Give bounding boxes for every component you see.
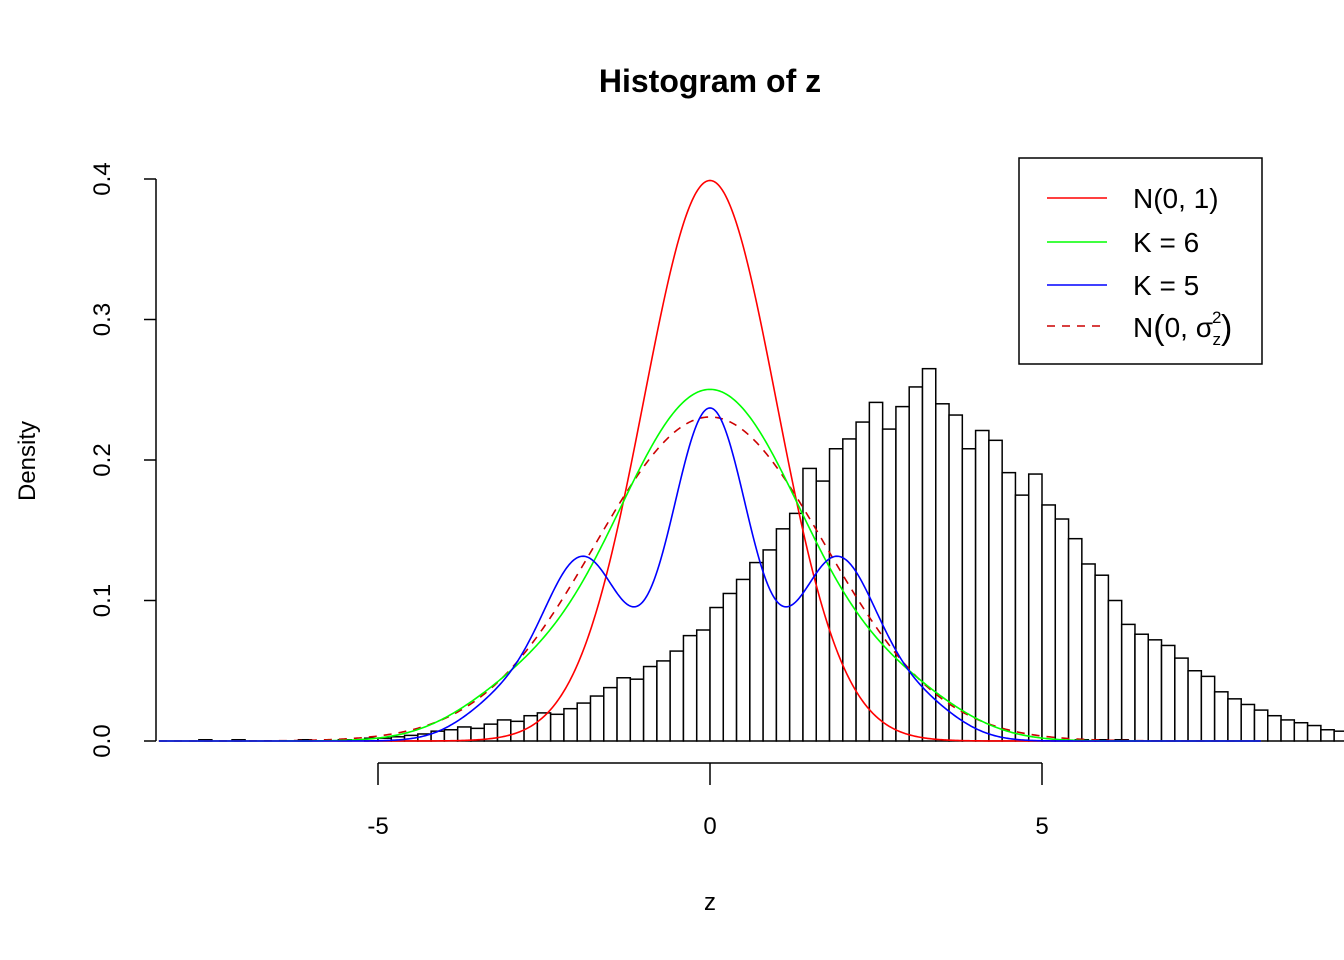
- histogram-bars: [198, 367, 1344, 742]
- histogram-bar: [749, 561, 764, 742]
- histogram-bar: [629, 678, 645, 742]
- legend-label-k6: K = 6: [1133, 227, 1199, 258]
- x-tick-label: 0: [703, 813, 716, 840]
- histogram-bar: [1001, 471, 1017, 742]
- histogram-bar: [908, 386, 924, 742]
- legend-label-normal-sigma: N(0, σ2 z): [1133, 308, 1232, 349]
- y-tick-label: 0.4: [89, 162, 116, 195]
- density-curves: [158, 179, 1262, 742]
- histogram-bar: [443, 729, 459, 742]
- legend-label-prefix: N: [1133, 312, 1153, 343]
- histogram-bar: [603, 686, 618, 742]
- histogram-bar: [1280, 719, 1296, 742]
- histogram-bar: [1134, 633, 1149, 742]
- histogram-bar: [616, 677, 632, 742]
- histogram-bar: [1081, 563, 1096, 742]
- histogram-bar: [1041, 504, 1057, 742]
- histogram-bar: [1094, 574, 1110, 742]
- x-tick-label: 5: [1035, 813, 1048, 840]
- histogram-bar: [842, 438, 857, 742]
- legend-label-sup: 2: [1212, 308, 1221, 327]
- histogram-bar: [1120, 623, 1136, 742]
- histogram-bar: [642, 665, 658, 742]
- histogram-bar: [1027, 473, 1043, 742]
- histogram-bar: [1333, 730, 1344, 742]
- histogram-bar: [1293, 721, 1309, 742]
- x-axis: -5 0 5: [367, 762, 1049, 840]
- x-axis-label: z: [704, 889, 716, 916]
- legend-label-normal: N(0, 1): [1133, 183, 1219, 214]
- x-tick-label: -5: [367, 813, 388, 840]
- histogram-bar: [828, 448, 844, 742]
- histogram-bar: [948, 414, 964, 742]
- histogram-bar: [682, 634, 698, 742]
- histogram-bar: [895, 405, 910, 742]
- histogram-bar: [961, 448, 977, 742]
- histogram-bar: [576, 702, 592, 742]
- histogram-bar: [1174, 657, 1189, 742]
- y-tick-label: 0.3: [89, 303, 116, 336]
- histogram-bar: [935, 403, 950, 742]
- histogram-bar: [1240, 703, 1256, 742]
- legend-label-k5: K = 5: [1133, 270, 1199, 301]
- chart-title: Histogram of z: [599, 63, 821, 99]
- histogram-bar: [695, 629, 711, 742]
- histogram-bar: [1320, 729, 1335, 742]
- legend-label-sub: z: [1212, 330, 1221, 349]
- legend: N(0, 1) K = 6 K = 5 N(0, σ2 z): [1018, 157, 1263, 365]
- histogram-bar: [775, 528, 791, 742]
- histogram-bar: [1014, 494, 1030, 742]
- histogram-bar: [1187, 670, 1203, 742]
- histogram-bar: [1213, 691, 1229, 742]
- y-tick-label: 0.2: [89, 443, 116, 476]
- histogram-bar: [709, 606, 725, 742]
- histogram-bar: [1267, 714, 1282, 742]
- histogram-bar: [1160, 644, 1176, 742]
- legend-box: [1018, 157, 1263, 365]
- histogram-bar: [589, 695, 605, 742]
- histogram-bar: [656, 660, 671, 742]
- density-curve-normal-sigma: [158, 416, 1262, 742]
- histogram-bar: [1200, 675, 1216, 742]
- histogram-bar: [974, 429, 990, 742]
- y-tick-label: 0.1: [89, 584, 116, 617]
- histogram-bar: [1253, 709, 1269, 742]
- y-axis: 0.0 0.1 0.2 0.3 0.4: [89, 162, 157, 758]
- histogram-bar: [1227, 698, 1242, 742]
- histogram-bar: [802, 467, 817, 742]
- histogram-bar: [456, 726, 472, 742]
- histogram-bar: [988, 439, 1003, 742]
- y-tick-label: 0.0: [89, 724, 116, 757]
- histogram-bar: [788, 512, 804, 742]
- y-axis-label: Density: [14, 421, 41, 501]
- histogram-bar: [735, 578, 751, 742]
- histogram-bar: [549, 713, 565, 742]
- histogram-bar: [563, 707, 578, 742]
- histogram-bar: [881, 428, 897, 742]
- legend-label-body: 0, σ: [1165, 312, 1213, 343]
- histogram-bar: [669, 650, 685, 742]
- histogram-bar: [1054, 518, 1070, 742]
- histogram-bar: [1107, 599, 1123, 742]
- density-curve-k5: [158, 407, 1262, 742]
- histogram-bar: [722, 592, 738, 742]
- histogram-bar: [1306, 724, 1322, 742]
- histogram-bar: [868, 401, 884, 742]
- histogram-bar: [1067, 537, 1083, 742]
- histogram-bar: [1147, 639, 1163, 742]
